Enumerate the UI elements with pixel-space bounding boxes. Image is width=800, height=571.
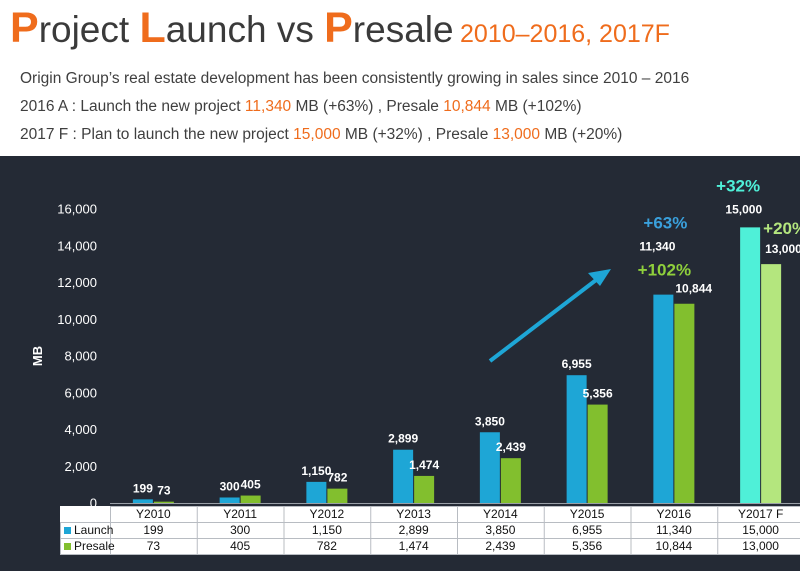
launch-legend-label: Launch (74, 523, 113, 537)
growth-annotation: +32% (716, 176, 760, 195)
table-cell: 6,955 (572, 523, 602, 537)
launch-data-label: 199 (133, 481, 153, 495)
presale-data-label: 2,439 (496, 440, 526, 454)
table-cell: 15,000 (742, 523, 779, 537)
data-table-background (60, 506, 800, 554)
presale-2016-value: 10,844 (443, 98, 491, 115)
y-tick-label: 6,000 (64, 385, 97, 400)
presale-bar (240, 495, 261, 503)
launch-bar (653, 294, 674, 503)
trend-arrow-head (588, 269, 611, 286)
growth-annotation: +63% (643, 214, 687, 233)
y-tick-label: 14,000 (57, 238, 97, 253)
x-tick-label: Y2017 F (738, 507, 783, 521)
launch-legend-swatch (64, 527, 71, 534)
presale-data-label: 13,000 (765, 242, 800, 256)
x-tick-label: Y2015 (570, 507, 605, 521)
page-title: Project Launch vs Presale 2010–2016, 201… (10, 6, 670, 60)
launch-presale-chart: 0 2,000 4,000 6,000 8,000 10,000 12,000 14,000 1… (30, 176, 800, 555)
title-word-project: Project (10, 4, 140, 52)
y-tick-label: 8,000 (64, 349, 97, 364)
table-cell: 5,356 (572, 539, 602, 553)
page-subtitle: 2010–2016, 2017F (460, 20, 670, 48)
x-tick-label: Y2016 (657, 507, 692, 521)
table-cell: 11,340 (656, 523, 692, 537)
trend-arrow-shaft (488, 275, 602, 363)
table-cell: 1,474 (399, 539, 429, 553)
launch-data-label: 11,340 (639, 240, 675, 254)
presale-legend-label: Presale (74, 539, 115, 553)
presale-bar (327, 488, 348, 503)
presale-bar (500, 458, 521, 503)
table-cell: 3,850 (485, 523, 515, 537)
launch-bar (132, 499, 153, 503)
table-cell: 73 (147, 539, 161, 553)
y-tick-label: 4,000 (64, 422, 97, 437)
launch-bar (306, 481, 327, 503)
launch-2016-value: 11,340 (244, 98, 292, 115)
line-2017-forecast: 2017 F : Plan to launch the new project … (20, 126, 623, 143)
intro-line: Origin Group’s real estate development h… (20, 70, 690, 87)
x-tick-label: Y2012 (310, 507, 345, 521)
y-tick-label: 16,000 (57, 202, 97, 217)
presale-data-label: 405 (241, 478, 261, 492)
title-word-launch: Launch vs (139, 4, 325, 52)
x-tick-label: Y2014 (483, 507, 518, 521)
growth-annotation: +20% (763, 219, 800, 238)
table-cell: 405 (230, 539, 250, 553)
launch-data-label: 6,955 (562, 357, 592, 371)
presale-data-label: 10,844 (675, 282, 712, 296)
table-cell: 13,000 (742, 539, 779, 553)
x-tick-label: Y2010 (136, 507, 171, 521)
launch-data-label: 3,850 (475, 414, 505, 428)
growth-annotation: +102% (638, 261, 691, 280)
y-tick-label: 2,000 (64, 459, 97, 474)
launch-data-label: 1,150 (301, 464, 331, 478)
presale-data-label: 782 (327, 471, 347, 485)
launch-bar (479, 432, 500, 503)
table-cell: 1,150 (312, 523, 342, 537)
table-cell: 2,439 (485, 539, 515, 553)
presale-bar (674, 303, 695, 503)
x-tick-label: Y2013 (396, 507, 431, 521)
table-cell: 300 (230, 523, 250, 537)
launch-bar (740, 227, 761, 503)
y-tick-label: 10,000 (57, 312, 97, 327)
presale-bar (414, 475, 435, 503)
presale-bar (587, 404, 608, 503)
presale-data-label: 5,356 (583, 387, 613, 401)
launch-bar (219, 497, 240, 503)
presale-data-label: 73 (157, 484, 171, 498)
table-cell: 782 (317, 539, 337, 553)
launch-data-label: 15,000 (725, 202, 762, 216)
presale-data-label: 1,474 (409, 458, 439, 472)
launch-2017-value: 15,000 (293, 126, 341, 143)
y-axis-title: MB (30, 346, 45, 366)
presale-legend-swatch (64, 543, 71, 550)
title-word-presale: Presale (324, 4, 454, 52)
table-cell: 10,844 (656, 539, 693, 553)
presale-bar (761, 264, 782, 503)
launch-data-label: 300 (220, 479, 240, 493)
presale-2017-value: 13,000 (492, 126, 541, 143)
x-tick-label: Y2011 (223, 507, 257, 521)
y-tick-label: 12,000 (57, 275, 97, 290)
presale-bar (153, 501, 174, 503)
launch-bar (393, 449, 414, 503)
launch-data-label: 2,899 (388, 432, 418, 446)
table-cell: 2,899 (399, 523, 429, 537)
launch-bar (566, 375, 587, 503)
table-cell: 199 (143, 523, 163, 537)
y-tick-label: 0 (90, 496, 97, 511)
line-2016-actual: 2016 A : Launch the new project 11,340 M… (20, 98, 582, 115)
